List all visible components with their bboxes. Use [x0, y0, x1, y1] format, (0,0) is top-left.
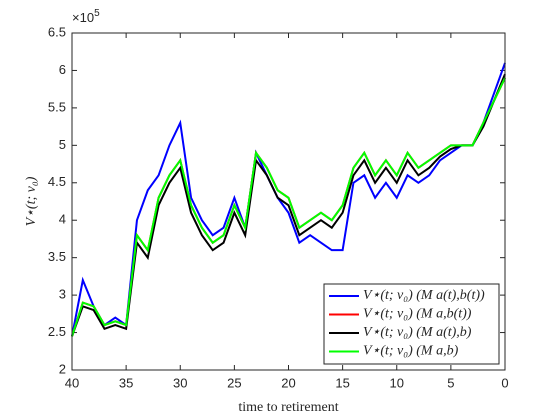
x-tick-label: 20 [281, 375, 295, 390]
y-axis-label: V⋆(t; v₀) [24, 176, 39, 226]
y-tick-label: 3 [59, 287, 66, 302]
legend-label: V⋆(t; v₀) (M a(t),b(t)) [363, 288, 485, 303]
y-tick-label: 4 [59, 212, 66, 227]
legend-label: V⋆(t; v₀) (M a(t),b) [363, 325, 472, 340]
y-tick-label: 6.5 [48, 24, 66, 39]
y-tick-label: 2 [59, 361, 66, 376]
legend-label: V⋆(t; v₀) (M a,b) [363, 344, 459, 359]
y-tick-label: 5 [59, 137, 66, 152]
multiplier-base: ×10 [72, 10, 94, 25]
x-tick-label: 35 [119, 375, 133, 390]
x-tick-label: 40 [65, 375, 79, 390]
series-line [71, 73, 506, 337]
legend-label: V⋆(t; v₀) (M a,b(t)) [363, 307, 472, 322]
y-tick-label: 3.5 [48, 249, 66, 264]
x-tick-label: 10 [390, 375, 404, 390]
y-tick-label: 2.5 [48, 324, 66, 339]
x-tick-label: 5 [447, 375, 454, 390]
series-line [71, 77, 506, 337]
x-tick-label: 25 [227, 375, 241, 390]
x-tick-label: 0 [501, 375, 508, 390]
y-tick-label: 6 [59, 62, 66, 77]
y-tick-label: 5.5 [48, 99, 66, 114]
x-tick-label: 30 [173, 375, 187, 390]
y-tick-label: 4.5 [48, 174, 66, 189]
multiplier-exponent: 5 [94, 8, 100, 19]
series-line [71, 62, 506, 337]
axes-box [71, 32, 506, 371]
x-axis-label: time to retirement [238, 400, 338, 415]
y-multiplier: ×105 [72, 8, 100, 26]
x-tick-label: 15 [335, 375, 349, 390]
